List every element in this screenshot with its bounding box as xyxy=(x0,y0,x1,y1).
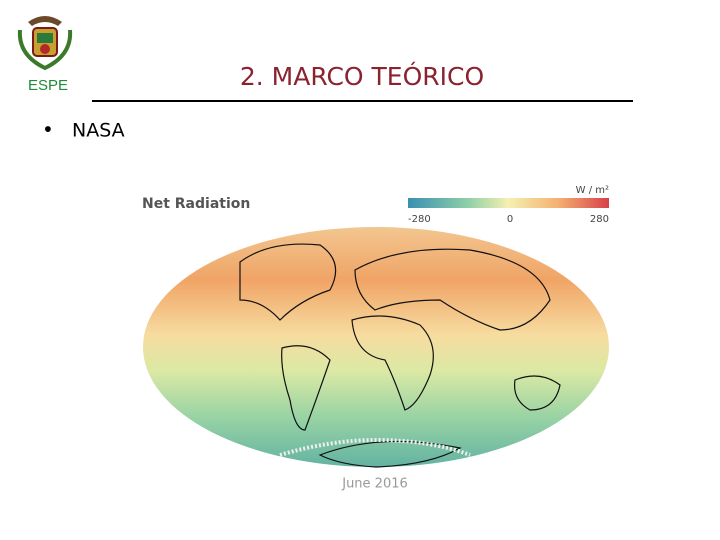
sea-ice xyxy=(279,437,471,457)
slide-title: 2. MARCO TEÓRICO xyxy=(240,61,484,91)
colorbar-label: 0 xyxy=(507,214,513,225)
coastlines xyxy=(239,243,561,468)
unit-label: W / m² xyxy=(576,185,609,196)
bullet-marker: • xyxy=(42,118,54,142)
figure-caption: June 2016 xyxy=(341,477,408,492)
colorbar-label: 280 xyxy=(590,214,609,225)
world-map xyxy=(143,227,609,467)
logo xyxy=(17,16,73,71)
logo-text: ESPE xyxy=(28,77,68,94)
colorbar-label: -280 xyxy=(408,214,431,225)
figure-title: Net Radiation xyxy=(142,196,250,212)
colorbar xyxy=(408,198,609,208)
bullet-text: NASA xyxy=(72,120,125,142)
